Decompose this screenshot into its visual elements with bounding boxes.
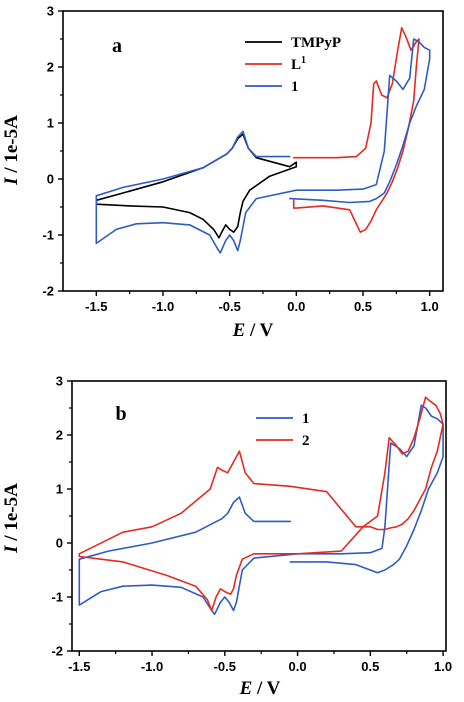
x-tick-label: 0.0 — [289, 659, 307, 674]
y-tick-label: -1 — [42, 228, 54, 243]
y-tick-label: 1 — [56, 482, 63, 497]
x-axis-label: E / V — [239, 678, 281, 699]
y-axis-label: I / 1e-5A — [1, 483, 22, 554]
series-line-l — [292, 26, 420, 233]
x-tick-label: -1.5 — [68, 659, 90, 674]
x-tick-label: 0.5 — [361, 659, 379, 674]
x-tick-label: 0.0 — [287, 299, 305, 314]
x-axis-label: E / V — [232, 320, 274, 341]
y-tick-label: -1 — [51, 590, 63, 605]
x-tick-label: 1.0 — [434, 659, 452, 674]
x-tick-label: 1.0 — [421, 299, 439, 314]
series-line-tmpyp — [95, 133, 298, 239]
x-tick-label: -0.5 — [214, 659, 236, 674]
panel-label: b — [115, 403, 126, 425]
x-tick-label: -0.5 — [218, 299, 240, 314]
x-tick-label: -1.0 — [141, 659, 163, 674]
legend-label: L1 — [291, 55, 306, 73]
y-tick-label: 3 — [56, 374, 63, 389]
y-tick-label: -2 — [51, 644, 63, 659]
legend-label: 2 — [302, 433, 310, 449]
y-tick-label: 3 — [47, 4, 54, 19]
chart-panel-b: -1.5 -1.0 -0.5 0.0 0.5 1.0 -2 -1 0 1 2 3 1 2 b E / V I /… — [1, 374, 452, 700]
legend-label: TMPyP — [291, 35, 341, 51]
series-line-1 — [95, 38, 431, 254]
x-tick-label: -1.5 — [85, 299, 107, 314]
chart-panel-a: -1.5 -1.0 -0.5 0.0 0.5 1.0 -2 -1 0 1 2 3 TMPyP L1 1 a E … — [1, 4, 444, 341]
series-line-2 — [78, 396, 444, 612]
legend-label: 1 — [291, 79, 299, 95]
y-tick-label: -2 — [42, 284, 54, 299]
y-tick-label: 0 — [47, 172, 54, 187]
y-tick-label: 0 — [56, 536, 63, 551]
y-axis-label: I / 1e-5A — [1, 115, 22, 186]
x-tick-label: -1.0 — [152, 299, 174, 314]
series-line-1 — [78, 404, 444, 616]
legend-label: 1 — [302, 411, 310, 427]
y-tick-label: 1 — [47, 116, 54, 131]
panel-label: a — [112, 35, 122, 57]
plot-frame — [71, 380, 447, 652]
x-tick-label: 0.5 — [354, 299, 372, 314]
y-tick-label: 2 — [47, 60, 54, 75]
y-tick-label: 2 — [56, 428, 63, 443]
